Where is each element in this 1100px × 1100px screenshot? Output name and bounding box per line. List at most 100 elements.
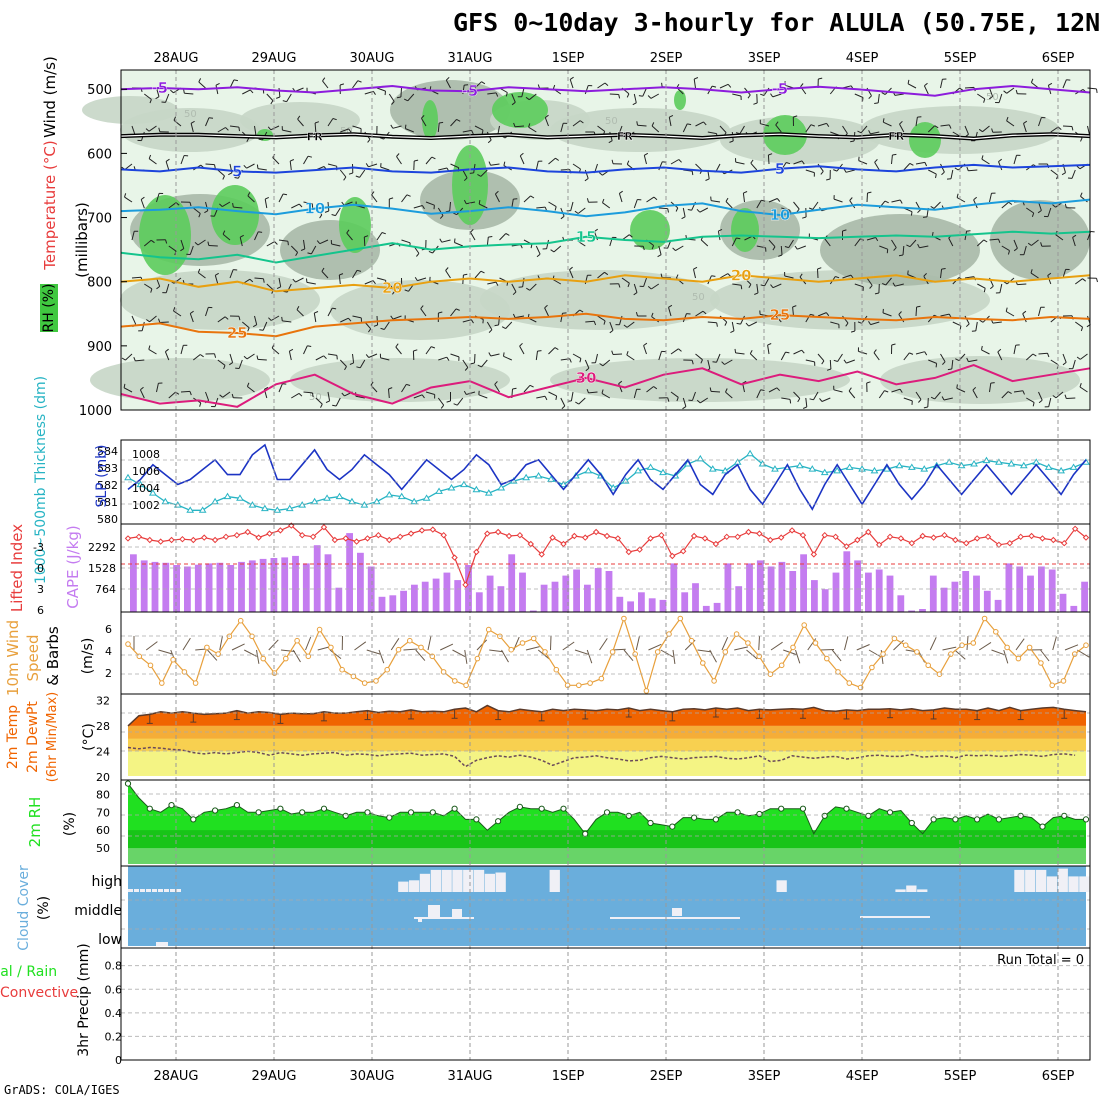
wind-barb-flag — [239, 234, 244, 238]
wind-barb-flag — [439, 215, 444, 219]
wind-barb — [380, 166, 390, 171]
wind-barb-flag — [716, 322, 718, 327]
wind-barb-flag — [1082, 278, 1087, 282]
wind-barb — [376, 87, 386, 92]
rh-region — [339, 197, 371, 253]
wind-barb-flag — [923, 406, 928, 409]
wind-barb-flag — [810, 124, 815, 127]
thickness-point — [920, 465, 929, 472]
wind-barb-flag — [332, 404, 337, 407]
wind-barb-flag — [770, 284, 774, 289]
rh-point — [799, 805, 807, 812]
temp-line — [127, 704, 1087, 727]
wind10m-barb — [525, 646, 540, 651]
cloud-middle-gap — [428, 905, 440, 919]
wind-barb-flag — [292, 278, 296, 283]
cloud-high-gap — [409, 880, 420, 892]
wind10m-point — [733, 631, 740, 637]
rh-point — [1061, 812, 1068, 819]
wind-barb — [131, 231, 135, 241]
wind-barb-flag — [312, 392, 314, 397]
wind-barb — [883, 121, 892, 127]
wind-barb-flag — [1037, 210, 1042, 214]
wind-barb — [254, 125, 257, 135]
wind-barb — [588, 391, 598, 394]
wind-barb-flag — [1030, 269, 1033, 274]
wind-barb-flag — [959, 87, 964, 91]
wind-barb-flag — [869, 285, 873, 289]
wind-barb-flag — [519, 152, 524, 157]
wind-barb-flag — [817, 267, 822, 270]
wind-barb — [846, 359, 855, 364]
wind-barb-flag — [667, 397, 670, 402]
wind-barb — [1055, 391, 1064, 399]
wind-barb — [873, 352, 880, 361]
wind-barb — [584, 359, 590, 369]
wind-barb — [503, 355, 513, 361]
cape-bar — [584, 584, 591, 612]
isotherm-line — [120, 84, 1091, 97]
li-point — [353, 538, 360, 545]
wind-barb-flag — [843, 359, 847, 364]
wind-barb — [1026, 397, 1035, 403]
wind-barb-flag — [344, 366, 347, 371]
wind-barb-flag — [687, 209, 692, 211]
wind-barb-flag — [247, 327, 250, 332]
wind10m-barb — [415, 649, 426, 661]
wind-barb-flag — [463, 390, 467, 395]
wind-barb-flag — [651, 312, 654, 317]
wind10m-point — [812, 640, 819, 646]
rh-region — [630, 210, 670, 250]
wind-barb — [376, 277, 386, 281]
wind-barb-flag — [867, 191, 872, 194]
wind-barb-flag — [364, 235, 369, 238]
wind-barb — [494, 193, 500, 203]
wind-barb-flag — [238, 127, 240, 132]
wind-barb-flag — [421, 205, 425, 210]
wind-barb — [425, 201, 435, 206]
cape-bar — [692, 583, 699, 612]
wind-barb — [781, 207, 791, 211]
wind-barb — [732, 283, 742, 286]
wind-barb — [205, 307, 209, 317]
wind-barb — [352, 80, 359, 89]
wind-barb-flag — [810, 313, 815, 316]
rh-point — [560, 805, 567, 812]
wind-barb — [352, 125, 362, 130]
wind-barb-flag — [155, 96, 160, 100]
wind-barb — [1038, 391, 1043, 401]
wind-barb — [282, 129, 292, 133]
wind-barb — [254, 315, 258, 325]
wind-barb — [1038, 117, 1042, 127]
cape-bar — [843, 551, 851, 612]
li-point — [549, 534, 556, 541]
wind-barb — [731, 237, 737, 247]
wind-barb — [149, 315, 157, 323]
wind-barb — [239, 237, 243, 247]
wind-barb-flag — [1064, 394, 1067, 399]
wind-barb — [695, 163, 703, 171]
wind-barb — [891, 199, 901, 203]
wind-barb-flag — [956, 193, 959, 198]
wind-barb-flag — [390, 124, 394, 129]
rh-region — [390, 80, 510, 140]
wind10m-barb — [354, 641, 367, 651]
wind-barb-flag — [843, 168, 847, 173]
wind-barb-flag — [324, 210, 329, 213]
wind-barb-flag — [761, 199, 766, 202]
cape-bar — [205, 563, 213, 612]
wind-barb — [725, 391, 733, 399]
wind-barb — [487, 281, 497, 285]
rh-region — [674, 90, 686, 110]
wind-barb-flag — [233, 79, 238, 82]
wind-barb-flag — [825, 312, 830, 317]
wind-barb — [327, 391, 331, 401]
wind-barb — [131, 276, 142, 279]
wind-barb — [797, 245, 806, 250]
wind-barb-flag — [845, 322, 849, 327]
wind-barb — [315, 355, 324, 361]
wind-barb — [528, 126, 537, 133]
wind-barb — [1072, 237, 1076, 247]
rh-point — [974, 816, 981, 823]
wind-barb — [1013, 155, 1017, 165]
